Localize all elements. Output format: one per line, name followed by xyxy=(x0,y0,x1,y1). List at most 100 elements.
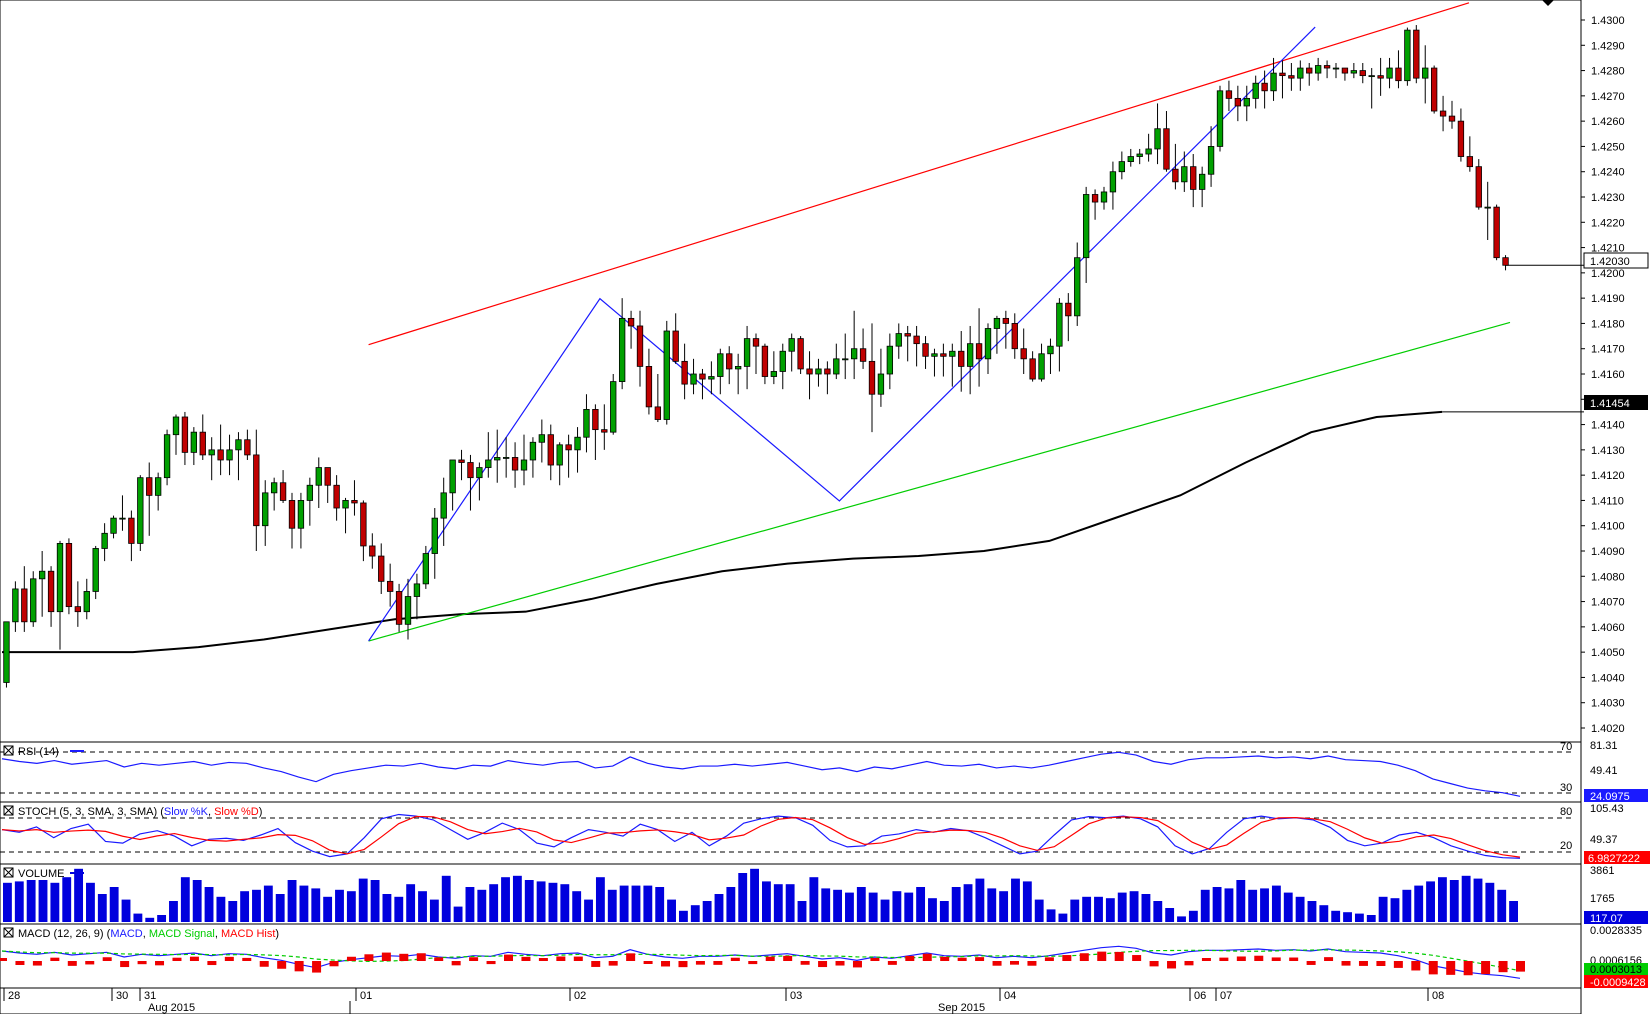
candle-body xyxy=(226,449,233,461)
volume-bar xyxy=(3,882,12,922)
candle-body xyxy=(378,555,385,582)
candle-body xyxy=(1074,257,1081,317)
macd-hist-bar xyxy=(626,953,636,961)
candle-body xyxy=(476,467,483,479)
volume-bar xyxy=(773,884,783,922)
ma-price-tag: 1.41454 xyxy=(1590,398,1630,410)
candle-body xyxy=(12,588,19,623)
volume-bar xyxy=(145,917,155,922)
volume-bar xyxy=(299,885,309,922)
candle-body xyxy=(645,366,653,408)
volume-bar xyxy=(963,884,973,922)
volume-bar xyxy=(394,896,404,922)
volume-bar xyxy=(1354,913,1364,922)
candle-body xyxy=(181,416,189,453)
ma-line xyxy=(2,410,1443,654)
price-tick-label: 1.4050 xyxy=(1591,647,1625,659)
candle-body xyxy=(1430,67,1438,112)
price-tick-label: 1.4070 xyxy=(1591,597,1625,609)
candle-body xyxy=(1047,345,1054,355)
scroll-marker-icon[interactable] xyxy=(1542,0,1554,6)
candle-body xyxy=(163,434,171,479)
macd-hist-bar xyxy=(486,961,496,965)
macd-legend-label: MACD (12, 26, 9) xyxy=(18,928,104,940)
volume-bar xyxy=(1046,909,1056,922)
macd-hist-bar xyxy=(783,955,793,961)
current-price-tag-box xyxy=(1583,252,1649,269)
macd-scale-top: 0.0028335 xyxy=(1590,925,1642,937)
volume-bar xyxy=(26,880,36,922)
macd-hist-bar xyxy=(713,961,723,965)
macd-hist-bar xyxy=(1306,961,1316,965)
volume-bar xyxy=(1283,892,1293,922)
candle-body xyxy=(431,517,438,554)
candle-body xyxy=(761,345,769,377)
macd-panel: 0.0028335 0.0006156 0.0003013 -0.0009428… xyxy=(0,923,1648,989)
candle-body xyxy=(1136,153,1143,157)
macd-hist-bar xyxy=(887,961,897,965)
volume-bar xyxy=(975,878,985,922)
macd-hist-bar xyxy=(852,961,862,968)
volume-bar xyxy=(252,889,261,922)
volume-bar xyxy=(62,877,72,922)
price-tick-label: 1.4100 xyxy=(1591,521,1625,533)
macd-hist-bar xyxy=(469,957,479,961)
candle-body xyxy=(681,360,688,385)
candle-body xyxy=(1020,348,1027,360)
candle-body xyxy=(592,408,599,431)
volume-bar xyxy=(809,877,819,922)
volume-bar xyxy=(750,868,759,922)
macd-hist-bar xyxy=(15,961,25,965)
candle-body xyxy=(38,570,46,580)
volume-bar xyxy=(1319,905,1329,922)
macd-hist-bar xyxy=(1289,957,1299,961)
candle-body xyxy=(1493,206,1500,259)
volume-bar xyxy=(1224,888,1234,922)
candle-body xyxy=(574,436,581,451)
candle-body xyxy=(360,502,367,547)
candle-body xyxy=(1404,29,1411,82)
candle-body xyxy=(119,517,126,520)
day-label: 03 xyxy=(790,990,802,1002)
volume-bar xyxy=(429,899,439,922)
candle-body xyxy=(1207,146,1215,175)
volume-bar xyxy=(216,896,226,922)
macd-hist-bar xyxy=(1271,957,1281,961)
candle-body xyxy=(324,467,331,486)
candle-body xyxy=(850,348,858,360)
macd-hist-bar xyxy=(329,961,339,967)
volume-bar xyxy=(631,885,641,922)
candle-body xyxy=(1448,115,1456,122)
macd-hist-bar xyxy=(294,961,304,972)
volume-bar xyxy=(821,888,831,922)
macd-hist-bar xyxy=(1324,957,1334,961)
macd-hist-bar xyxy=(835,961,845,966)
candle-body xyxy=(128,517,135,544)
day-label: 04 xyxy=(1004,990,1016,1002)
candle-body xyxy=(815,368,822,375)
macd-hist-bar xyxy=(695,961,705,965)
candle-body xyxy=(262,492,269,527)
volume-bar xyxy=(1509,901,1518,922)
macd-hist-bar xyxy=(207,961,217,966)
candle-body xyxy=(1350,70,1358,74)
macd-hist-bar xyxy=(765,956,775,961)
candle-body xyxy=(734,366,742,370)
candle-body xyxy=(1422,67,1429,79)
volume-bar xyxy=(1473,878,1483,922)
macd-hist-bar xyxy=(67,961,77,966)
volume-bar xyxy=(726,887,736,922)
price-tick-label: 1.4030 xyxy=(1591,698,1625,710)
candle-body xyxy=(743,338,751,367)
candle-body xyxy=(351,500,358,504)
candle-body xyxy=(1341,67,1349,74)
macd-hist-bar xyxy=(312,961,322,973)
candle-body xyxy=(958,350,965,367)
candle-body xyxy=(65,543,73,608)
candle-body xyxy=(618,317,626,382)
macd-hist-bar xyxy=(155,961,165,966)
candle-body xyxy=(949,350,956,357)
candle-body xyxy=(1386,67,1393,79)
price-tags: 1.42030 1.41454 xyxy=(1583,252,1649,410)
candle-body xyxy=(583,408,590,438)
